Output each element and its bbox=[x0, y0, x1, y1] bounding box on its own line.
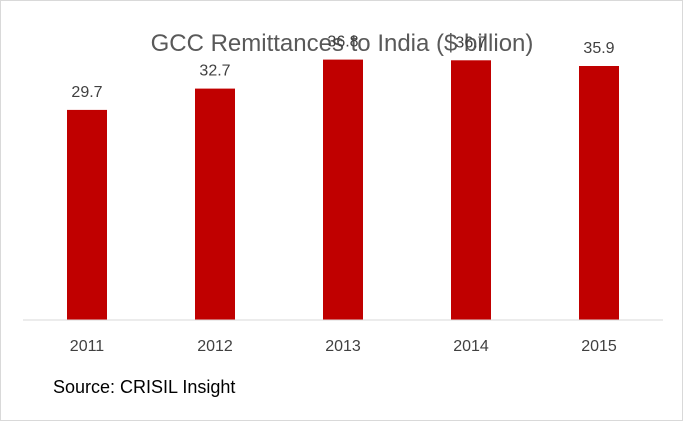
bar-labels-group: 29.7 32.7 36.8 36.7 35.9 bbox=[71, 34, 614, 101]
source-note: Source: CRISIL Insight bbox=[53, 377, 235, 397]
data-label-2012: 32.7 bbox=[199, 63, 230, 80]
bar-2013 bbox=[323, 59, 363, 320]
bars-group bbox=[67, 59, 619, 321]
x-tick-label-2013: 2013 bbox=[325, 338, 361, 355]
data-label-2011: 29.7 bbox=[71, 84, 102, 101]
x-tick-label-2015: 2015 bbox=[581, 338, 617, 355]
x-tick-label-2011: 2011 bbox=[70, 338, 105, 355]
bar-2012 bbox=[195, 88, 235, 320]
bar-2011 bbox=[67, 109, 107, 321]
x-tick-label-2014: 2014 bbox=[453, 338, 489, 355]
x-tick-label-2012: 2012 bbox=[197, 338, 233, 355]
data-label-2015: 35.9 bbox=[583, 40, 614, 57]
chart-title: GCC Remittances to India ($ billion) bbox=[151, 30, 534, 57]
bar-2014 bbox=[451, 60, 491, 321]
bar-2015 bbox=[579, 66, 619, 320]
data-label-2013: 36.8 bbox=[327, 34, 358, 51]
data-label-2014: 36.7 bbox=[455, 34, 486, 51]
x-tick-labels-group: 2011 2012 2013 2014 2015 bbox=[70, 338, 617, 355]
